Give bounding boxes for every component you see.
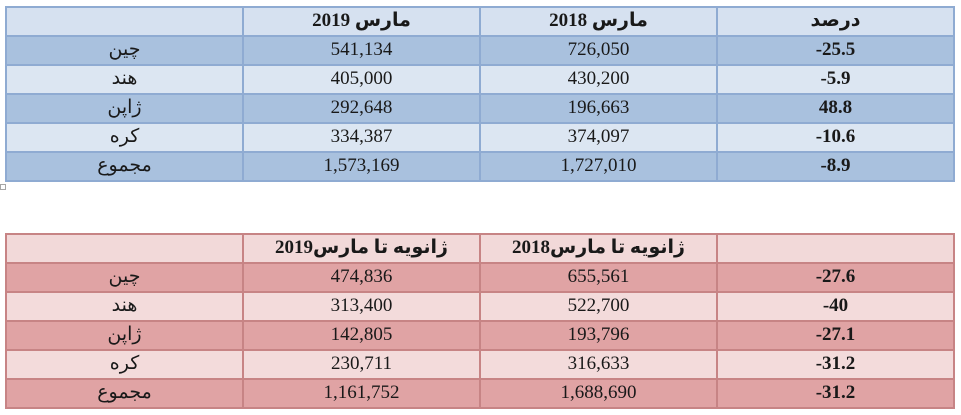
value-2018-cell: 374,097 (479, 122, 718, 153)
row-label-cell: مجموع (5, 151, 244, 182)
table-row-total: مجموع 1,573,169 1,727,010 -8.9 (5, 151, 955, 182)
table-header-row: ژانویه تا مارس2019 ژانویه تا مارس2018 (5, 233, 955, 264)
percent-cell: -27.1 (716, 320, 955, 351)
row-label-cell: چین (5, 262, 244, 293)
percent-cell: 48.8 (716, 93, 955, 124)
percent-cell: -27.6 (716, 262, 955, 293)
value-2018-cell: 1,688,690 (479, 378, 718, 409)
cumulative-comparison-table: ژانویه تا مارس2019 ژانویه تا مارس2018 چی… (5, 233, 955, 409)
value-2019-cell: 405,000 (242, 64, 481, 95)
value-2019-cell: 334,387 (242, 122, 481, 153)
table-row-korea: کره 230,711 316,633 -31.2 (5, 349, 955, 380)
header-march-2019: مارس 2019 (242, 6, 481, 37)
row-label-cell: هند (5, 291, 244, 322)
value-2018-cell: 655,561 (479, 262, 718, 293)
value-2018-cell: 193,796 (479, 320, 718, 351)
table-row-china: چین 474,836 655,561 -27.6 (5, 262, 955, 293)
table-row-india: هند 405,000 430,200 -5.9 (5, 64, 955, 95)
header-empty-percent-cell (716, 233, 955, 264)
table-row-india: هند 313,400 522,700 -40 (5, 291, 955, 322)
value-2018-cell: 316,633 (479, 349, 718, 380)
header-jan-mar-2018: ژانویه تا مارس2018 (479, 233, 718, 264)
row-label-cell: چین (5, 35, 244, 66)
value-2019-cell: 474,836 (242, 262, 481, 293)
value-2018-cell: 1,727,010 (479, 151, 718, 182)
header-percent: درصد (716, 6, 955, 37)
header-jan-mar-2019: ژانویه تا مارس2019 (242, 233, 481, 264)
percent-cell: -8.9 (716, 151, 955, 182)
value-2019-cell: 142,805 (242, 320, 481, 351)
percent-cell: -25.5 (716, 35, 955, 66)
header-empty-cell (5, 233, 244, 264)
row-label-cell: مجموع (5, 378, 244, 409)
table-header-row: مارس 2019 مارس 2018 درصد (5, 6, 955, 37)
value-2019-cell: 541,134 (242, 35, 481, 66)
row-label-cell: ژاپن (5, 93, 244, 124)
table-anchor-handle-icon[interactable] (0, 184, 6, 190)
header-march-2018: مارس 2018 (479, 6, 718, 37)
value-2018-cell: 430,200 (479, 64, 718, 95)
percent-cell: -10.6 (716, 122, 955, 153)
percent-cell: -5.9 (716, 64, 955, 95)
row-label-cell: کره (5, 122, 244, 153)
header-empty-cell (5, 6, 244, 37)
table-row-total: مجموع 1,161,752 1,688,690 -31.2 (5, 378, 955, 409)
value-2018-cell: 196,663 (479, 93, 718, 124)
percent-cell: -31.2 (716, 349, 955, 380)
value-2019-cell: 230,711 (242, 349, 481, 380)
row-label-cell: هند (5, 64, 244, 95)
value-2019-cell: 313,400 (242, 291, 481, 322)
value-2018-cell: 522,700 (479, 291, 718, 322)
percent-cell: -40 (716, 291, 955, 322)
table-row-korea: کره 334,387 374,097 -10.6 (5, 122, 955, 153)
value-2018-cell: 726,050 (479, 35, 718, 66)
value-2019-cell: 1,161,752 (242, 378, 481, 409)
row-label-cell: ژاپن (5, 320, 244, 351)
value-2019-cell: 292,648 (242, 93, 481, 124)
table-row-japan: ژاپن 292,648 196,663 48.8 (5, 93, 955, 124)
table-row-china: چین 541,134 726,050 -25.5 (5, 35, 955, 66)
table-row-japan: ژاپن 142,805 193,796 -27.1 (5, 320, 955, 351)
value-2019-cell: 1,573,169 (242, 151, 481, 182)
monthly-comparison-table: مارس 2019 مارس 2018 درصد چین 541,134 726… (5, 6, 955, 182)
row-label-cell: کره (5, 349, 244, 380)
percent-cell: -31.2 (716, 378, 955, 409)
